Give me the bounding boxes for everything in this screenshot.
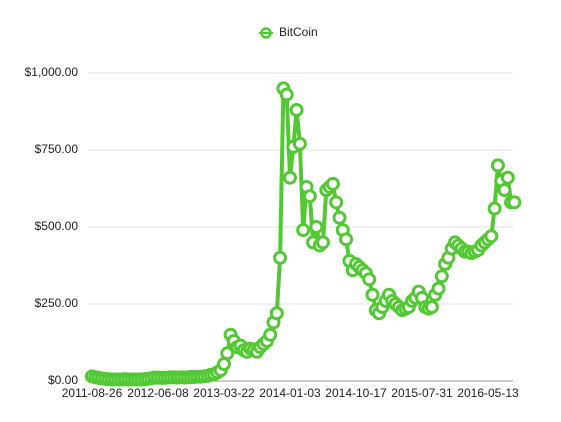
point [487, 201, 502, 216]
x-tick-label: 2016-05-13 [457, 386, 519, 400]
x-tick-label: 2015-07-31 [391, 386, 453, 400]
x-tick-label: 2014-01-03 [259, 386, 321, 400]
y-tick-label: $500.00 [35, 219, 79, 233]
y-tick-label: $250.00 [35, 296, 79, 310]
y-tick-label: $1,000.00 [25, 65, 79, 79]
point [507, 195, 522, 210]
legend-label: BitCoin [279, 25, 318, 39]
point [273, 250, 288, 265]
point [500, 170, 515, 185]
point [263, 327, 278, 342]
point [309, 220, 324, 234]
point [484, 229, 499, 244]
point [339, 232, 354, 247]
point [296, 223, 311, 238]
point [362, 272, 377, 287]
point [332, 210, 347, 225]
point [424, 300, 439, 315]
point [329, 195, 344, 210]
y-tick-label: $0.00 [48, 373, 78, 387]
point [283, 170, 297, 185]
point [497, 183, 512, 198]
x-tick-label: 2012-06-08 [127, 386, 189, 400]
point [434, 269, 449, 284]
point [490, 158, 505, 173]
x-tick-label: 2011-08-26 [62, 386, 123, 400]
point [269, 306, 284, 321]
x-tick-label: 2013-03-22 [193, 386, 255, 400]
point [279, 87, 294, 102]
point [365, 287, 380, 302]
point [431, 281, 446, 296]
point [220, 346, 235, 361]
x-tick-label: 2014-10-17 [325, 386, 387, 400]
point [316, 235, 330, 250]
y-tick-label: $750.00 [35, 142, 79, 156]
point [289, 102, 304, 117]
point [302, 189, 317, 204]
point [325, 176, 340, 191]
point [292, 136, 307, 151]
